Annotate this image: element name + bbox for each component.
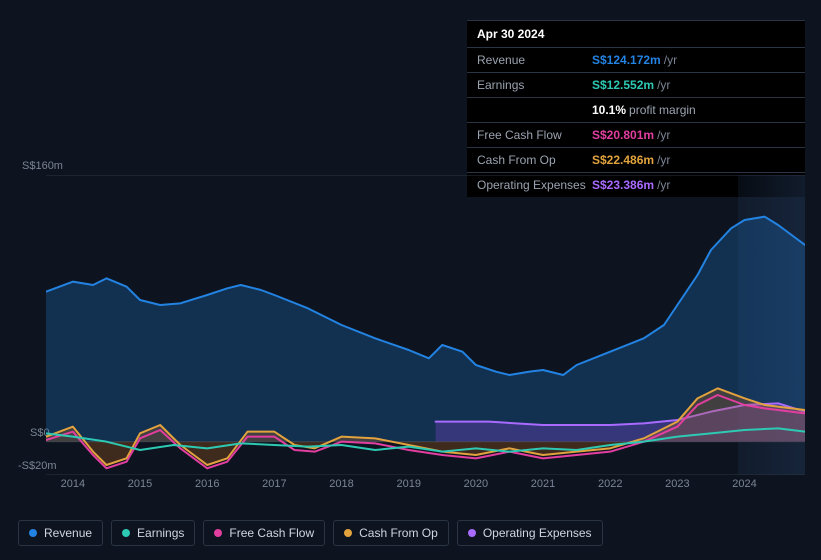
tooltip-row: Free Cash FlowS$20.801m/yr	[467, 122, 805, 147]
legend-label: Free Cash Flow	[229, 526, 314, 540]
legend-label: Cash From Op	[359, 526, 438, 540]
x-tick: 2020	[464, 478, 488, 490]
legend-label: Earnings	[137, 526, 184, 540]
tooltip-row: Cash From OpS$22.486m/yr	[467, 147, 805, 172]
tooltip-value: S$124.172m	[592, 53, 661, 67]
tooltip-unit: /yr	[657, 128, 670, 142]
tooltip-label	[477, 103, 592, 117]
x-tick: 2023	[665, 478, 689, 490]
x-tick: 2019	[396, 478, 420, 490]
tooltip-panel: Apr 30 2024 RevenueS$124.172m/yrEarnings…	[467, 20, 805, 197]
legend-item-free-cash-flow[interactable]: Free Cash Flow	[203, 520, 325, 546]
legend-dot	[468, 529, 476, 537]
legend: Revenue Earnings Free Cash Flow Cash From O…	[18, 520, 603, 546]
y-axis-top: S$160m	[22, 160, 63, 172]
tooltip-sub: profit margin	[629, 103, 696, 117]
tooltip-date: Apr 30 2024	[467, 21, 805, 47]
tooltip-unit: /yr	[657, 78, 670, 92]
x-tick: 2017	[262, 478, 286, 490]
tooltip-row: EarningsS$12.552m/yr	[467, 72, 805, 97]
legend-dot	[344, 529, 352, 537]
tooltip-label: Earnings	[477, 78, 592, 92]
legend-item-operating-expenses[interactable]: Operating Expenses	[457, 520, 603, 546]
x-tick: 2014	[61, 478, 85, 490]
tooltip-label: Cash From Op	[477, 153, 592, 167]
legend-item-cash-from-op[interactable]: Cash From Op	[333, 520, 449, 546]
plot-area[interactable]	[46, 175, 805, 475]
tooltip-unit: /yr	[664, 53, 677, 67]
legend-label: Revenue	[44, 526, 92, 540]
x-tick: 2021	[531, 478, 555, 490]
tooltip-row: RevenueS$124.172m/yr	[467, 47, 805, 72]
tooltip-value: S$20.801m	[592, 128, 654, 142]
x-tick: 2024	[732, 478, 756, 490]
tooltip-value: S$22.486m	[592, 153, 654, 167]
x-tick: 2022	[598, 478, 622, 490]
legend-dot	[214, 529, 222, 537]
tooltip-row: 10.1%profit margin	[467, 97, 805, 122]
x-axis-labels: 2014 2015 2016 2017 2018 2019 2020 2021 2022 2023…	[46, 478, 805, 496]
legend-label: Operating Expenses	[483, 526, 592, 540]
legend-dot	[29, 529, 37, 537]
x-tick: 2015	[128, 478, 152, 490]
tooltip-value: S$12.552m	[592, 78, 654, 92]
tooltip-label: Revenue	[477, 53, 592, 67]
legend-item-earnings[interactable]: Earnings	[111, 520, 195, 546]
tooltip-label: Free Cash Flow	[477, 128, 592, 142]
x-tick: 2018	[329, 478, 353, 490]
legend-dot	[122, 529, 130, 537]
plot-svg	[46, 175, 805, 475]
legend-item-revenue[interactable]: Revenue	[18, 520, 103, 546]
tooltip-unit: /yr	[657, 153, 670, 167]
tooltip-value: 10.1%	[592, 103, 626, 117]
x-tick: 2016	[195, 478, 219, 490]
